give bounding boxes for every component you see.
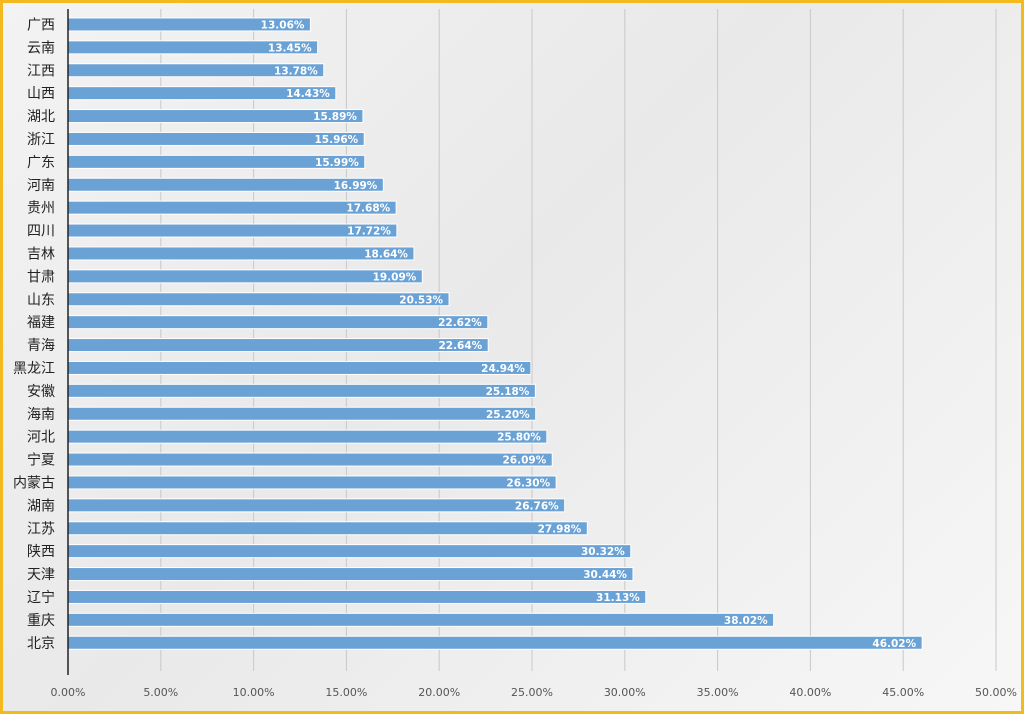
x-tick-label: 25.00% <box>511 686 553 699</box>
category-label: 天津 <box>27 567 55 583</box>
bar <box>67 589 647 604</box>
category-label: 山西 <box>27 86 55 102</box>
category-label: 湖北 <box>27 109 55 125</box>
bar <box>67 360 532 375</box>
data-label: 15.89% <box>313 111 357 123</box>
bar <box>67 475 557 490</box>
bar <box>67 246 415 261</box>
data-label: 46.02% <box>872 638 916 650</box>
data-label: 18.64% <box>364 248 408 260</box>
x-tick-label: 45.00% <box>882 686 924 699</box>
category-label: 河北 <box>27 430 55 446</box>
data-label: 16.99% <box>334 180 378 192</box>
bar <box>67 429 548 444</box>
category-label: 广东 <box>27 155 55 171</box>
data-label: 25.80% <box>497 432 541 444</box>
x-tick-label: 40.00% <box>789 686 831 699</box>
category-label: 云南 <box>27 40 55 56</box>
data-label: 20.53% <box>399 294 443 306</box>
data-label: 38.02% <box>724 615 768 627</box>
bar <box>67 315 489 330</box>
category-label: 福建 <box>27 315 55 331</box>
data-label: 13.45% <box>268 42 312 54</box>
category-label: 甘肃 <box>27 269 55 285</box>
x-tick-label: 5.00% <box>143 686 178 699</box>
category-label: 浙江 <box>27 132 55 148</box>
x-tick-label: 10.00% <box>233 686 275 699</box>
category-label: 江苏 <box>27 521 55 537</box>
data-label: 30.32% <box>581 546 625 558</box>
category-label: 四川 <box>27 224 55 240</box>
x-tick-label: 35.00% <box>697 686 739 699</box>
data-label: 26.09% <box>502 455 546 467</box>
data-label: 17.72% <box>347 226 391 238</box>
category-label: 吉林 <box>27 246 55 262</box>
category-label: 辽宁 <box>27 589 55 606</box>
category-label: 宁夏 <box>27 452 55 469</box>
data-label: 14.43% <box>286 88 330 100</box>
data-label: 13.06% <box>261 19 305 31</box>
data-label: 31.13% <box>596 592 640 604</box>
category-label: 贵州 <box>27 201 55 217</box>
bar <box>67 452 553 467</box>
data-label: 19.09% <box>373 271 417 283</box>
bar-chart: 0.00% 5.00% 10.00% 15.00% 20.00% 25.00% 30.00%… <box>13 9 1017 699</box>
data-label: 15.99% <box>315 157 359 169</box>
data-label: 22.62% <box>438 317 482 329</box>
bar <box>67 406 537 421</box>
chart-frame: 0.00% 5.00% 10.00% 15.00% 20.00% 25.00% 30.00%… <box>3 3 1021 711</box>
bar <box>67 498 566 513</box>
category-label: 黑龙江 <box>13 361 55 377</box>
x-tick-label: 30.00% <box>604 686 646 699</box>
data-label: 26.76% <box>515 500 559 512</box>
bar <box>67 269 423 284</box>
data-label: 25.20% <box>486 409 530 421</box>
data-label: 25.18% <box>486 386 530 398</box>
data-label: 27.98% <box>538 523 582 535</box>
bar <box>67 521 588 536</box>
x-tick-label: 20.00% <box>418 686 460 699</box>
category-label: 北京 <box>27 636 55 652</box>
data-label: 26.30% <box>506 477 550 489</box>
category-label: 广西 <box>27 17 55 33</box>
category-label: 山东 <box>27 292 55 308</box>
category-label: 江西 <box>27 63 55 79</box>
data-label: 15.96% <box>314 134 358 146</box>
x-tick-label: 50.00% <box>975 686 1017 699</box>
data-label: 30.44% <box>583 569 627 581</box>
category-label: 海南 <box>27 407 55 423</box>
category-label: 湖南 <box>27 498 55 514</box>
x-tick-label: 15.00% <box>325 686 367 699</box>
category-label: 青海 <box>27 338 55 354</box>
bar <box>67 338 489 353</box>
category-label: 内蒙古 <box>13 475 55 491</box>
data-label: 22.64% <box>438 340 482 352</box>
bar <box>67 292 450 307</box>
category-label: 陕西 <box>27 544 55 560</box>
bar <box>67 612 775 627</box>
category-label: 河南 <box>27 178 55 194</box>
data-label: 13.78% <box>274 65 318 77</box>
x-tick-label: 0.00% <box>51 686 86 699</box>
bar <box>67 567 634 582</box>
bar <box>67 383 536 398</box>
data-label: 17.68% <box>346 203 390 215</box>
bar <box>67 635 923 650</box>
category-label: 重庆 <box>27 613 55 629</box>
data-label: 24.94% <box>481 363 525 375</box>
bar <box>67 544 632 559</box>
category-label: 安徽 <box>27 384 55 400</box>
